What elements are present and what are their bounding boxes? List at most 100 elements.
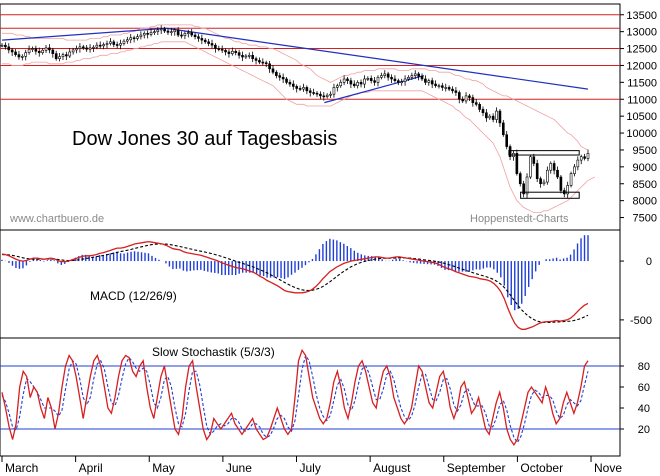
candle-body — [380, 75, 383, 78]
price-tick-label: 8500 — [633, 179, 657, 191]
candle-body — [163, 28, 166, 32]
candle-body — [427, 80, 431, 83]
macd-lines — [1, 240, 589, 330]
month-label: July — [300, 461, 321, 475]
chart-title: Dow Jones 30 auf Tagesbasis — [72, 128, 337, 150]
candle-body — [41, 49, 44, 53]
candle-body — [186, 32, 190, 34]
candle-body — [342, 78, 346, 83]
candle-body — [142, 33, 146, 36]
candle-body — [481, 109, 485, 114]
candle-body — [68, 51, 72, 57]
price-tick-label: 11500 — [627, 77, 657, 89]
price-panel: Dow Jones 30 auf Tagesbasis www.chartbue… — [0, 3, 657, 231]
candle-body — [136, 36, 139, 39]
watermark-left: www.chartbuero.de — [9, 213, 104, 225]
month-label: October — [520, 461, 563, 475]
candle-body — [173, 29, 177, 32]
candle-body — [24, 52, 28, 57]
candle-body — [214, 44, 217, 49]
candle-body — [366, 78, 370, 80]
candle-body — [488, 115, 492, 119]
candle-body — [170, 31, 173, 33]
candle-body — [505, 134, 509, 147]
stochastic-lines — [1, 348, 589, 446]
candle-body — [464, 95, 468, 102]
candle-body — [176, 29, 180, 36]
candle-body — [315, 92, 319, 95]
candle-body — [17, 54, 21, 58]
candle-body — [461, 98, 464, 102]
range-box — [520, 191, 580, 199]
candle-body — [105, 43, 109, 45]
candle-body — [579, 156, 583, 161]
candle-body — [190, 32, 193, 36]
price-tick-label: 13000 — [626, 27, 657, 39]
candle-body — [400, 81, 404, 83]
candle-body — [586, 153, 590, 159]
candle-body — [149, 32, 153, 35]
macd-label: MACD (12/26/9) — [90, 289, 177, 303]
candle-body — [92, 46, 95, 49]
candle-body — [102, 44, 105, 47]
candle-body — [156, 29, 160, 32]
candle-body — [498, 110, 502, 124]
candle-body — [31, 48, 34, 50]
candle-body — [183, 33, 187, 37]
candle-body — [454, 90, 458, 93]
trendline — [324, 75, 425, 104]
candle-body — [451, 88, 454, 92]
candle-body — [180, 34, 183, 37]
candle-body — [261, 61, 265, 64]
price-tick-label: 10500 — [626, 111, 657, 123]
candle-body — [61, 54, 65, 57]
candle-body — [197, 36, 200, 39]
price-tick-label: 9500 — [633, 145, 657, 157]
candle-body — [515, 153, 519, 174]
candle-body — [339, 82, 343, 87]
candle-body — [268, 63, 271, 70]
month-label: Nove — [594, 461, 622, 475]
candle-body — [352, 83, 356, 87]
stochastic-tick-label: 80 — [638, 361, 650, 373]
candle-body — [298, 88, 302, 90]
price-tick-label: 7500 — [633, 213, 657, 225]
trendline — [165, 27, 589, 90]
candle-body — [126, 39, 129, 42]
trendlines — [1, 27, 589, 104]
candle-body — [437, 85, 441, 88]
candle-body — [85, 47, 88, 50]
candle-body — [305, 87, 309, 92]
bollinger-upper — [2, 24, 589, 151]
candle-body — [264, 62, 268, 65]
price-axis-ticks: 13500 13000 12500 12000 11500 11000 10500 10000… — [620, 10, 657, 225]
price-tick-label: 8000 — [633, 196, 657, 208]
candle-body — [4, 44, 7, 48]
candle-body — [556, 169, 559, 178]
candle-body — [227, 51, 231, 54]
candle-body — [583, 156, 586, 159]
candle-body — [129, 37, 133, 41]
candle-body — [237, 52, 241, 56]
stochastic-tick-label: 60 — [638, 382, 650, 394]
candle-body — [529, 156, 532, 178]
candle-body — [220, 48, 224, 51]
candle-body — [88, 47, 92, 50]
price-tick-label: 12000 — [626, 60, 657, 72]
candle-body — [7, 46, 11, 51]
price-tick-label: 13500 — [626, 10, 657, 22]
candle-body — [502, 122, 505, 136]
candle-body — [139, 34, 143, 38]
candle-body — [81, 46, 85, 49]
candle-body — [430, 80, 434, 85]
candle-body — [51, 49, 55, 54]
macd-tick-label: 0 — [646, 256, 652, 268]
candle-body — [271, 68, 275, 73]
candle-body — [146, 33, 149, 35]
candle-body — [207, 41, 210, 44]
candle-body — [295, 86, 299, 89]
candle-body — [48, 47, 51, 51]
candle-body — [373, 80, 376, 83]
candle-body — [559, 176, 563, 191]
candle-body — [254, 58, 258, 61]
